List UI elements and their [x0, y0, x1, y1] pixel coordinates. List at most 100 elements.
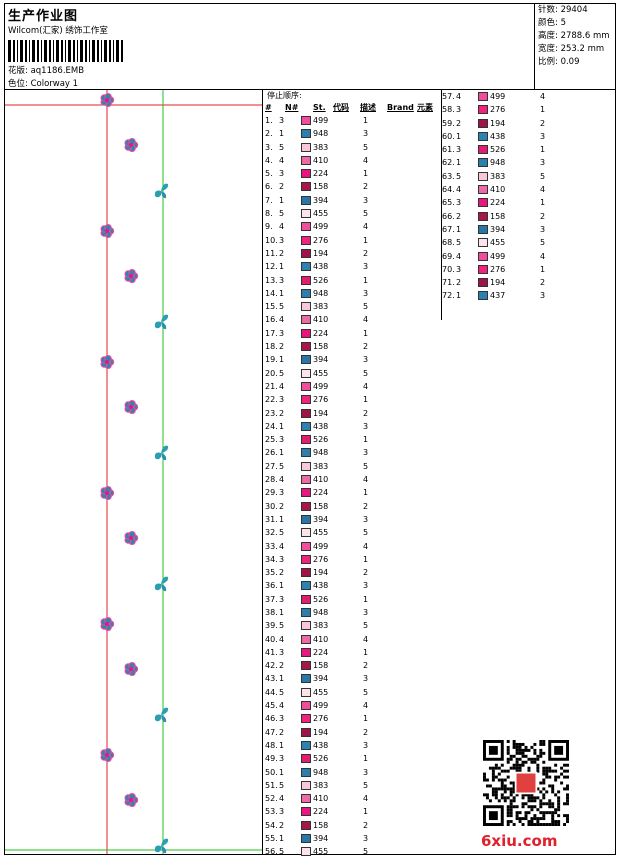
- needle-number: 3: [279, 435, 285, 445]
- stop-number: 70.: [442, 264, 455, 274]
- colorway-value: Colorway 1: [30, 79, 79, 89]
- description: 3: [363, 514, 369, 524]
- flower-motif: [124, 530, 139, 546]
- description: 4: [363, 701, 369, 711]
- needle-number: 4: [456, 185, 462, 195]
- color-swatch: [478, 224, 488, 234]
- color-swatch: [301, 248, 311, 258]
- thread-code: 383: [490, 171, 506, 181]
- description: 2: [363, 182, 369, 192]
- flower-motif: [124, 792, 139, 808]
- thread-code: 455: [490, 238, 506, 248]
- color-swatch: [301, 568, 311, 578]
- needle-number: 1: [456, 224, 462, 234]
- color-swatch: [478, 211, 488, 221]
- description: 2: [363, 661, 369, 671]
- color-swatch: [301, 607, 311, 617]
- stop-row: 46. 3 276 1: [265, 712, 440, 725]
- column-header: 描述: [360, 103, 376, 112]
- description: 1: [540, 105, 546, 115]
- stop-row: 19. 1 394 3: [265, 353, 440, 366]
- stop-number: 36.: [265, 581, 278, 591]
- needle-number: 1: [279, 421, 285, 431]
- needle-number: 4: [279, 701, 285, 711]
- needle-number: 2: [279, 182, 285, 192]
- column-header: St.: [313, 103, 326, 112]
- color-swatch: [478, 278, 488, 288]
- stop-number: 56.: [265, 847, 278, 857]
- stop-row: 31. 1 394 3: [265, 513, 440, 526]
- description: 2: [363, 820, 369, 830]
- needle-number: 1: [279, 448, 285, 458]
- stop-row: 18. 2 158 2: [265, 340, 440, 353]
- watermark: 6xiu.com: [481, 832, 558, 850]
- description: 4: [540, 251, 546, 261]
- color-swatch: [301, 834, 311, 844]
- stop-number: 57.: [442, 92, 455, 101]
- thread-code: 276: [313, 235, 329, 245]
- thread-code: 394: [313, 355, 329, 365]
- thread-code: 224: [313, 169, 329, 179]
- description: 5: [363, 461, 369, 471]
- color-swatch: [301, 554, 311, 564]
- thread-code: 499: [313, 222, 329, 232]
- stop-number: 9.: [265, 222, 273, 232]
- description: 1: [363, 169, 369, 179]
- description: 1: [363, 754, 369, 764]
- thread-code: 276: [490, 264, 506, 274]
- needle-number: 1: [279, 740, 285, 750]
- needle-number: 2: [279, 727, 285, 737]
- thread-code: 410: [490, 185, 506, 195]
- color-swatch: [478, 92, 488, 101]
- color-swatch: [301, 342, 311, 352]
- stat-row: 颜色: 5: [535, 17, 615, 30]
- color-swatch: [301, 275, 311, 285]
- color-swatch: [478, 158, 488, 168]
- flower-motif: [100, 92, 115, 108]
- needle-number: 3: [279, 116, 285, 125]
- color-swatch: [301, 780, 311, 790]
- stop-number: 3.: [265, 142, 273, 152]
- flower-motif: [124, 399, 139, 415]
- stop-table-header: # N# St. 代码 描述 Brand 元素: [265, 101, 440, 114]
- stop-row: 58. 3 276 1: [442, 103, 552, 116]
- description: 1: [363, 488, 369, 498]
- stop-number: 51.: [265, 780, 278, 790]
- color-swatch: [301, 807, 311, 817]
- stop-row: 23. 2 194 2: [265, 407, 440, 420]
- stop-row: 13. 3 526 1: [265, 274, 440, 287]
- needle-number: 3: [279, 554, 285, 564]
- needle-number: 5: [279, 209, 285, 219]
- thread-code: 499: [490, 251, 506, 261]
- needle-number: 1: [279, 607, 285, 617]
- description: 3: [363, 767, 369, 777]
- thread-code: 394: [313, 834, 329, 844]
- stop-number: 46.: [265, 714, 278, 724]
- thread-code: 438: [313, 581, 329, 591]
- stop-number: 48.: [265, 740, 278, 750]
- stop-number: 24.: [265, 421, 278, 431]
- description: 1: [363, 435, 369, 445]
- stop-sequence-table-continued: 57. 4 499 4 58. 3 276 1 59. 2 194 2 60. 1 438 3 61. 3 526 1…: [441, 90, 552, 320]
- thread-code: 194: [490, 118, 506, 128]
- thread-code: 158: [313, 501, 329, 511]
- stat-value: 253.2 mm: [557, 44, 605, 54]
- stop-row: 47. 2 194 2: [265, 726, 440, 739]
- thread-code: 276: [490, 105, 506, 115]
- needle-number: 3: [279, 594, 285, 604]
- needle-number: 5: [279, 302, 285, 312]
- description: 4: [363, 155, 369, 165]
- needle-number: 1: [279, 288, 285, 298]
- thread-code: 394: [313, 514, 329, 524]
- needle-number: 2: [279, 501, 285, 511]
- color-swatch: [301, 488, 311, 498]
- needle-number: 5: [279, 528, 285, 538]
- stop-row: 44. 5 455 5: [265, 686, 440, 699]
- stop-row: 34. 3 276 1: [265, 553, 440, 566]
- color-swatch: [301, 395, 311, 405]
- color-swatch: [478, 171, 488, 181]
- stat-value: 2788.6 mm: [557, 31, 610, 41]
- stop-row: 10. 3 276 1: [265, 234, 440, 247]
- column-header: 元素: [417, 103, 433, 112]
- stat-row: 针数: 29404: [535, 4, 615, 17]
